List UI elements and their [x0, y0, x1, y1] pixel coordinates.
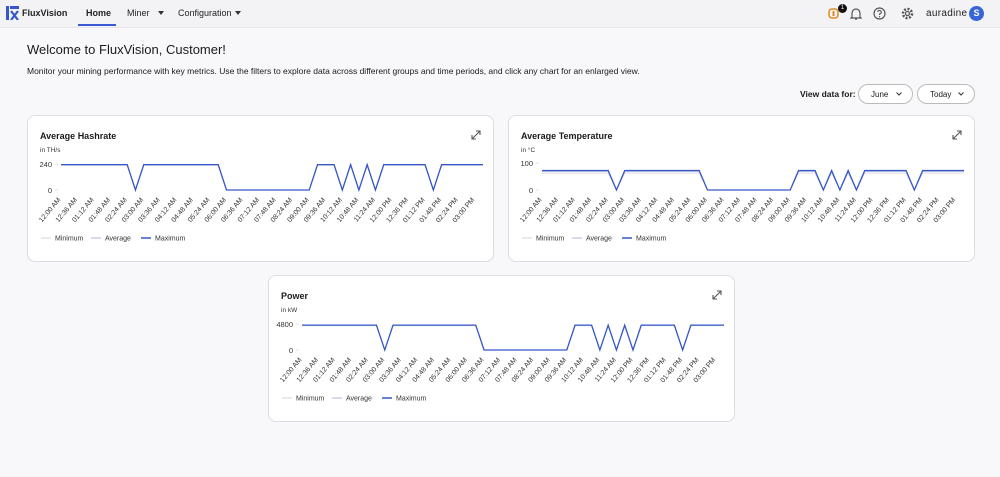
chart-unit: in TH/s [40, 147, 61, 154]
y-tick-label: 0 [48, 186, 52, 195]
legend-label: Maximum [155, 236, 186, 243]
period-dropdown[interactable]: Today [917, 84, 975, 104]
welcome-description: Monitor your mining performance with key… [27, 66, 640, 76]
dropdown-arrow [235, 11, 241, 15]
nav-configuration[interactable]: Configuration [178, 8, 232, 18]
logo-text[interactable]: FluxVision [22, 8, 68, 18]
chart-unit: in °C [521, 146, 535, 154]
period-value: Today [930, 90, 952, 99]
brand-name: auradine [926, 8, 968, 19]
bell-icon[interactable] [850, 7, 862, 20]
nav-bar: FluxVision Home Miner Configuration 1 au… [0, 0, 1000, 28]
chart-title: Average Temperature [521, 131, 613, 141]
series-line [542, 170, 964, 192]
expand-arrows [952, 130, 962, 140]
chart-card[interactable]: Average Temperature in °C 0 100 12:00 AM 12:3… [508, 115, 975, 262]
series-line [542, 168, 964, 192]
expand-arrows [712, 290, 722, 300]
y-tick-label: 0 [289, 346, 293, 355]
legend-label: Maximum [636, 236, 667, 243]
series-line [61, 163, 483, 192]
chevron [896, 92, 902, 96]
legend-label: Minimum [55, 236, 84, 243]
legend-label: Average [586, 236, 612, 243]
chevron [958, 92, 964, 96]
logo-icon [6, 6, 19, 20]
help-icon[interactable] [873, 7, 886, 20]
chart-unit: in kW [281, 307, 298, 314]
chart-title: Average Hashrate [40, 131, 116, 141]
series-line [61, 163, 483, 192]
series-line [302, 323, 724, 353]
legend-label: Average [105, 236, 131, 243]
alert-icon[interactable] [828, 8, 839, 19]
notification-badge: 1 [838, 4, 847, 13]
legend-label: Minimum [296, 396, 325, 403]
expand-icon[interactable] [952, 130, 962, 140]
y-tick-label: 4800 [276, 320, 293, 329]
y-tick-label: 240 [39, 160, 52, 169]
chart-card[interactable]: Power in kW 0 4800 12:00 AM 12:36 AM 01:12 AM 0… [268, 275, 735, 422]
active-underline [78, 24, 116, 26]
welcome-title: Welcome to FluxVision, Customer! [27, 42, 226, 57]
month-dropdown[interactable]: June [858, 84, 913, 104]
legend-label: Average [346, 396, 372, 403]
series-line [542, 172, 964, 192]
chart-title: Power [281, 291, 309, 301]
filter-label: View data for: [800, 89, 856, 99]
user-avatar[interactable]: S [969, 6, 984, 21]
y-tick-label: 100 [520, 159, 533, 168]
settings-icon[interactable] [901, 7, 914, 20]
chart-card[interactable]: Average Hashrate in TH/s 0 240 12:00 AM 12:36… [27, 115, 494, 262]
nav-home[interactable]: Home [86, 8, 112, 18]
expand-arrows [471, 130, 481, 140]
expand-icon[interactable] [712, 290, 722, 300]
legend-label: Minimum [536, 236, 565, 243]
series-line [302, 323, 724, 352]
dropdown-arrow [158, 11, 164, 15]
series-line [61, 162, 483, 193]
y-tick-label: 0 [529, 186, 533, 195]
expand-icon[interactable] [471, 130, 481, 140]
nav-miner[interactable]: Miner [127, 8, 150, 18]
month-value: June [871, 90, 889, 99]
series-line [302, 324, 724, 352]
legend-label: Maximum [396, 396, 427, 403]
